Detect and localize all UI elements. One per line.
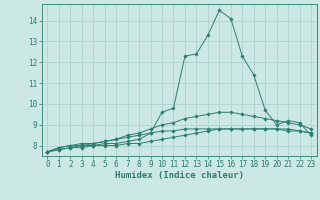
- X-axis label: Humidex (Indice chaleur): Humidex (Indice chaleur): [115, 171, 244, 180]
